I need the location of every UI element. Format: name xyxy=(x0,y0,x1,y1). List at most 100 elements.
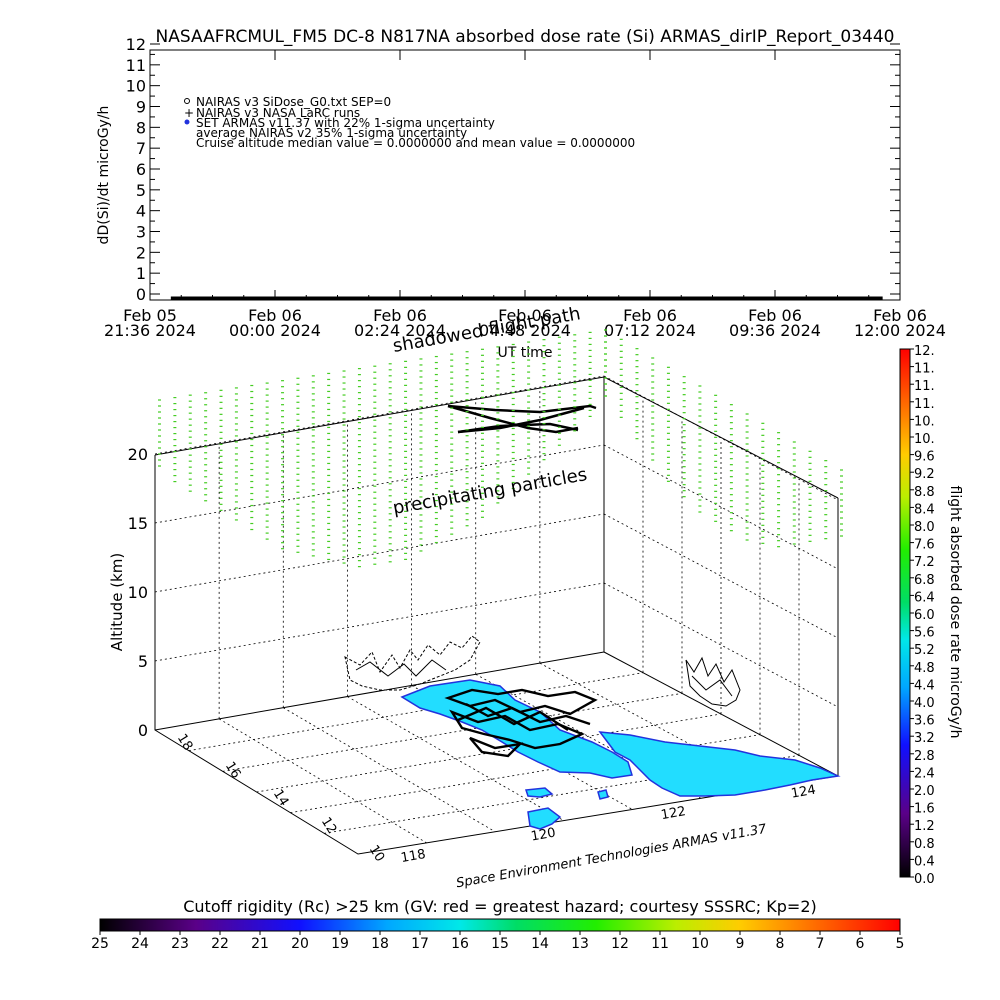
grid-line xyxy=(154,582,605,662)
legend-entry-2: SET ARMAS v11.37 with 22% 1-sigma uncert… xyxy=(196,116,495,130)
altitude-axis-label: Altitude (km) xyxy=(108,553,126,651)
grid-line xyxy=(539,662,770,788)
x-axis-label: UT time xyxy=(498,345,553,361)
colorbar-right-tick-label: 0.4 xyxy=(914,854,935,869)
x-tick-time: 02:24 2024 xyxy=(354,321,446,340)
colorbar-right-tick-label: 3.6 xyxy=(914,714,935,729)
credit-text: Space Environment Technologies ARMAS v11… xyxy=(455,822,768,892)
shadowed-flight-path xyxy=(344,635,741,707)
plot-frame xyxy=(149,49,901,301)
x-tick-date: Feb 06 xyxy=(373,306,427,325)
y-tick-label: 2 xyxy=(136,243,146,262)
longitude-tick-label: 124 xyxy=(790,783,817,802)
colorbar-right-tick-label: 5.2 xyxy=(914,643,935,658)
colorbar-right-tick-label: 9.2 xyxy=(914,467,935,482)
colorbar-right-tick-label: 12. xyxy=(914,344,935,359)
flight-path-top xyxy=(447,404,597,434)
colorbar-bottom-tick-label: 23 xyxy=(171,936,189,952)
colorbar-right-tick-label: 6.4 xyxy=(914,590,935,605)
longitude-tick-label: 118 xyxy=(400,847,427,866)
longitude-tick-label: 122 xyxy=(660,804,687,823)
y-tick-label: 8 xyxy=(136,118,146,137)
x-tick-time: 00:00 2024 xyxy=(229,321,321,340)
colorbar-bottom-bar xyxy=(99,918,901,932)
altitude-tick-label: 10 xyxy=(128,583,148,602)
x-tick-time: 12:00 2024 xyxy=(854,321,946,340)
x-tick-date: Feb 05 xyxy=(123,306,177,325)
altitude-tick-label: 5 xyxy=(138,652,148,671)
colorbar-bottom-tick-label: 13 xyxy=(571,936,589,952)
latitude-axis: 10 12 14 16 18 xyxy=(174,731,387,864)
colorbar-bottom-tick-label: 11 xyxy=(651,936,669,952)
grid-line xyxy=(603,513,839,639)
colorbar-bottom-tick-label: 9 xyxy=(736,936,745,952)
colorbar-bottom-tick-label: 25 xyxy=(91,936,109,952)
y-tick-label: 9 xyxy=(136,98,146,117)
grid-line xyxy=(603,375,839,501)
cutoff-rigidity-colorbar: Cutoff rigidity (Rc) >25 km (GV: red = g… xyxy=(91,897,904,952)
colorbar-right-tick-label: 11. xyxy=(914,397,935,412)
legend-marker-dot xyxy=(184,119,190,125)
colorbar-right-tick-label: 4.8 xyxy=(914,661,935,676)
colorbar-right-tick-label: 11. xyxy=(914,362,935,377)
altitude-tick-label: 20 xyxy=(128,445,148,464)
legend-entry-0: NAIRAS v3 SiDose_G0.txt SEP=0 xyxy=(196,95,391,109)
legend-entry-3: average NAIRAS v2 35% 1-sigma uncertaint… xyxy=(196,126,467,140)
longitude-tick-label: 120 xyxy=(530,826,557,845)
colorbar-right-tick-label: 8.8 xyxy=(914,485,935,500)
grid-line xyxy=(154,513,605,593)
dose-rate-colorbar: 0.0 0.4 0.8 1.2 1.6 2.0 2.4 2.8 3.2 3.6 4.0 4.4 4.8 5… xyxy=(899,344,963,887)
land-masses xyxy=(400,679,841,830)
trajectory-3d-panel: shadowed flight path precipitating parti… xyxy=(108,303,843,891)
colorbar-bottom-tick-label: 12 xyxy=(611,936,629,952)
colorbar-bottom-tick-label: 14 xyxy=(531,936,549,952)
altitude-tick-label: 0 xyxy=(138,721,148,740)
x-tick-date: Feb 06 xyxy=(623,306,677,325)
colorbar-bottom-tick-label: 19 xyxy=(331,936,349,952)
grid-line xyxy=(347,696,564,821)
legend: NAIRAS v3 SiDose_G0.txt SEP=0 + NAIRAS v… xyxy=(184,95,635,150)
colorbar-right-tick-label: 8.4 xyxy=(914,502,935,517)
colorbar-right-tick-label: 3.2 xyxy=(914,731,935,746)
latitude-tick-label: 10 xyxy=(366,843,387,865)
colorbar-right-tick-label: 1.6 xyxy=(914,802,935,817)
colorbar-bottom-tick-label: 6 xyxy=(856,936,865,952)
colorbar-right-tick-label: 1.2 xyxy=(914,819,935,834)
longitude-axis: 118 120 122 124 xyxy=(400,783,817,866)
colorbar-right-tick-label: 0.0 xyxy=(914,872,935,887)
colorbar-right-tick-label: 4.4 xyxy=(914,678,935,693)
colorbar-bottom-tick-label: 20 xyxy=(291,936,309,952)
colorbar-right-tick-label: 2.0 xyxy=(914,784,935,799)
colorbar-bottom-tick-label: 17 xyxy=(411,936,429,952)
latitude-tick-label: 12 xyxy=(318,815,339,837)
chart-title: NASAAFRCMUL_FM5 DC-8 N817NA absorbed dos… xyxy=(156,27,895,47)
colorbar-right-tick-label: 6.8 xyxy=(914,573,935,588)
legend-marker-diamond xyxy=(184,98,190,104)
x-tick-time: 09:36 2024 xyxy=(729,321,821,340)
y-tick-label: 4 xyxy=(136,202,146,221)
colorbar-right-tick-label: 4.0 xyxy=(914,696,935,711)
colorbar-right-tick-label: 7.6 xyxy=(914,538,935,553)
y-tick-label: 0 xyxy=(136,285,146,304)
colorbar-bottom-tick-label: 21 xyxy=(251,936,269,952)
x-tick-date: Feb 06 xyxy=(248,306,302,325)
y-tick-label: 3 xyxy=(136,223,146,242)
x-tick-time: 07:12 2024 xyxy=(604,321,696,340)
altitude-tick-label: 15 xyxy=(128,514,148,533)
grid-line xyxy=(154,444,605,524)
y-tick-label: 10 xyxy=(126,77,146,96)
y-tick-label: 1 xyxy=(136,264,146,283)
grid-line xyxy=(188,672,644,752)
grid-line xyxy=(603,582,839,708)
colorbar-right-tick-label: 9.6 xyxy=(914,450,935,465)
colorbar-bottom-tick-label: 16 xyxy=(451,936,469,952)
colorbar-bottom-tick-label: 18 xyxy=(371,936,389,952)
grid-line xyxy=(283,707,496,833)
y-tick-label: 7 xyxy=(136,139,146,158)
colorbar-bottom-tick-label: 24 xyxy=(131,936,149,952)
flight-path-ground xyxy=(444,688,598,758)
